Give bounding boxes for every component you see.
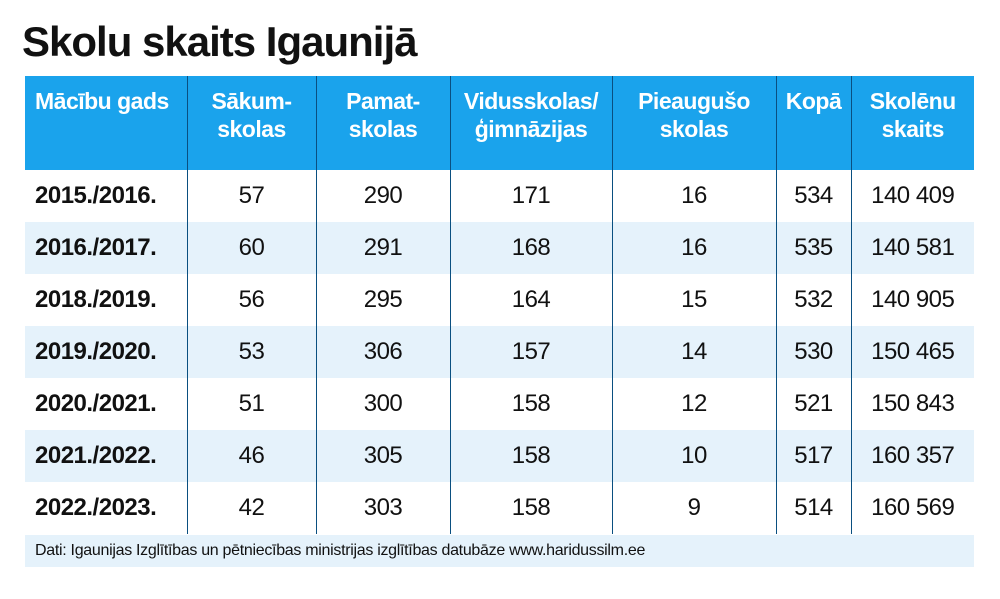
column-header: Kopā — [775, 76, 851, 170]
table-cell: 530 — [775, 326, 851, 378]
table-row: 2022./2023. 42 303 158 9 514 160 569 — [25, 482, 974, 534]
row-year-cell: 2016./2017. — [25, 222, 187, 274]
row-year-cell: 2019./2020. — [25, 326, 187, 378]
table-cell: 303 — [315, 482, 450, 534]
table-cell: 291 — [315, 222, 450, 274]
table-cell: 56 — [186, 274, 316, 326]
table-cell: 306 — [315, 326, 450, 378]
table-cell: 53 — [186, 326, 316, 378]
table-cell: 158 — [449, 378, 612, 430]
column-header-line: skaits — [881, 116, 945, 142]
column-header: Skolēnu skaits — [850, 76, 974, 170]
table-cell: 532 — [775, 274, 851, 326]
row-year-cell: 2020./2021. — [35, 390, 157, 417]
column-header-line: Mācību gads — [35, 88, 169, 114]
schools-table: Mācību gads Sākum-skolas Pamat-skolas Vidus… — [25, 76, 974, 534]
table-cell: 168 — [449, 222, 612, 274]
column-header: Sākum-skolas — [186, 76, 316, 170]
table-cell: 157 — [449, 326, 612, 378]
row-year-cell: 2015./2016. — [35, 182, 157, 209]
table-cell: 160 569 — [850, 482, 974, 534]
table-cell: 57 — [186, 170, 316, 222]
table-cell: 517 — [775, 430, 851, 482]
table-cell: 16 — [611, 222, 776, 274]
table-cell: 150 465 — [850, 326, 974, 378]
table-cell: 295 — [315, 274, 450, 326]
column-header-line: Skolēnu — [869, 88, 956, 114]
row-year-cell: 2022./2023. — [35, 494, 157, 521]
column-header-line: Pieaugušo — [638, 88, 750, 114]
table-cell: 15 — [611, 274, 776, 326]
table-row: 2021./2022. 46 305 158 10 517 160 357 — [25, 430, 974, 482]
table-cell: 171 — [449, 170, 612, 222]
table-row: 2018./2019. 56 295 164 15 532 140 905 — [25, 274, 974, 326]
table-cell: 164 — [449, 274, 612, 326]
table-cell: 150 843 — [850, 378, 974, 430]
column-header-line: skolas — [348, 116, 418, 142]
header-row: Mācību gads Sākum-skolas Pamat-skolas Vidus… — [25, 76, 974, 170]
table-cell: 158 — [449, 482, 612, 534]
table-cell: 305 — [315, 430, 450, 482]
table-cell: 160 357 — [850, 430, 974, 482]
table-cell: 535 — [775, 222, 851, 274]
column-header-line: Pamat- — [346, 88, 420, 114]
column-header-line: Sākum- — [211, 88, 292, 114]
table-cell: 158 — [449, 430, 612, 482]
column-header-line: ģimnāzijas — [474, 116, 588, 142]
table-cell: 10 — [611, 430, 776, 482]
column-header-line: skolas — [217, 116, 286, 142]
table-cell: 140 581 — [850, 222, 974, 274]
row-year-cell: 2021./2022. — [25, 430, 187, 482]
table-row: 2016./2017. 60 291 168 16 535 140 581 — [25, 222, 974, 274]
table-cell: 51 — [186, 378, 316, 430]
table-cell: 514 — [775, 482, 851, 534]
chart-title: Skolu skaits Igaunijā — [22, 18, 417, 65]
table-cell: 290 — [315, 170, 450, 222]
table-cell: 46 — [186, 430, 316, 482]
table-body: 2015./2016. 57 290 171 16 534 140 409 2016./201… — [25, 170, 974, 534]
row-year-cell: 2018./2019. — [35, 286, 157, 313]
table-row: 2020./2021. 51 300 158 12 521 150 843 — [25, 378, 974, 430]
column-header-line: skolas — [659, 116, 729, 142]
column-header-line: Vidusskolas/ — [463, 88, 599, 114]
table-row: 2015./2016. 57 290 171 16 534 140 409 — [25, 170, 974, 222]
table-cell: 9 — [611, 482, 776, 534]
column-header: Pamat-skolas — [315, 76, 450, 170]
column-header: Vidusskolas/ģimnāzijas — [449, 76, 612, 170]
table-cell: 14 — [611, 326, 776, 378]
source-note: Dati: Igaunijas Izglītības un pētniecība… — [25, 535, 974, 567]
column-header-line: Kopā — [785, 88, 842, 114]
table-row: 2019./2020. 53 306 157 14 530 150 465 — [25, 326, 974, 378]
table-cell: 16 — [611, 170, 776, 222]
table-cell: 12 — [611, 378, 776, 430]
table-cell: 140 409 — [850, 170, 974, 222]
table-cell: 534 — [775, 170, 851, 222]
table-cell: 42 — [186, 482, 316, 534]
column-header: Mācību gads — [25, 76, 187, 170]
table-cell: 60 — [186, 222, 316, 274]
table-cell: 140 905 — [850, 274, 974, 326]
table-cell: 521 — [775, 378, 851, 430]
table-header: Mācību gads Sākum-skolas Pamat-skolas Vidus… — [25, 76, 974, 170]
column-header: Pieaugušo skolas — [611, 76, 776, 170]
table-cell: 300 — [315, 378, 450, 430]
